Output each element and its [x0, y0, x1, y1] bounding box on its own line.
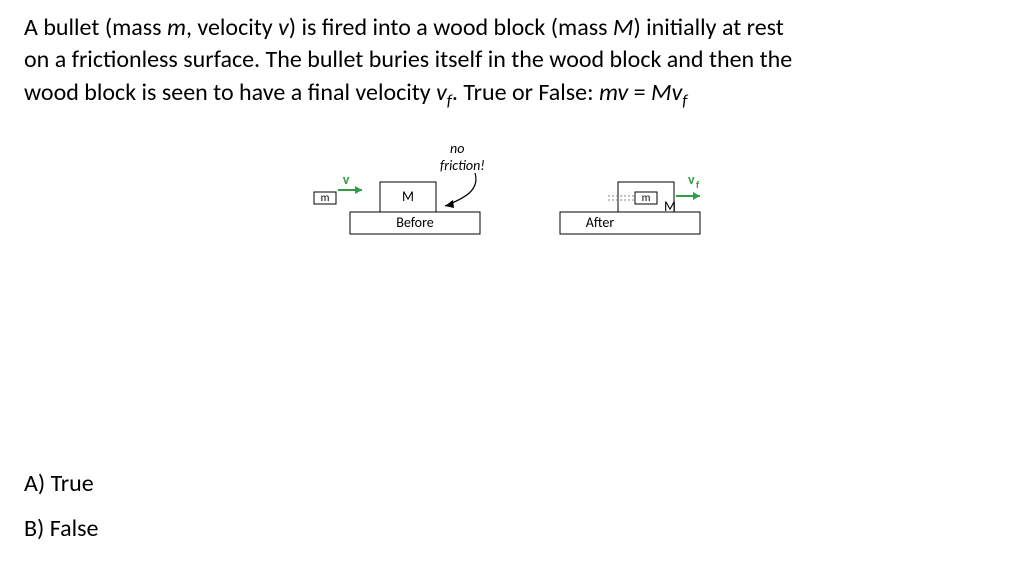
- question-part: . True or False:: [452, 78, 599, 107]
- answer-choices: A) True B) False: [24, 461, 98, 552]
- question-text: A bullet (mass m, velocity v) is fired i…: [24, 12, 1000, 112]
- v-arrow-head: [355, 186, 362, 194]
- before-label: Before: [396, 214, 434, 231]
- question-part: ) is fired into a wood block (mass: [289, 13, 613, 42]
- eq-vf: v: [672, 78, 683, 107]
- question-part: on a frictionless surface. The bullet bu…: [24, 45, 792, 74]
- before-block-label: M: [402, 188, 414, 205]
- after-block-label: M: [664, 198, 676, 215]
- question-part: A bullet (mass: [24, 13, 167, 42]
- var-M-cap: M: [613, 13, 634, 42]
- answer-a: A) True: [24, 461, 98, 507]
- eq-v: v: [618, 78, 629, 107]
- v-label: v: [343, 171, 350, 188]
- eq-m: m: [599, 78, 618, 107]
- no-friction-line2: friction!: [440, 157, 485, 174]
- after-label: After: [586, 214, 615, 231]
- vf-label-sub: f: [696, 178, 700, 191]
- question-part: , velocity: [186, 13, 278, 42]
- var-v: v: [278, 13, 289, 42]
- vf-label-main: v: [688, 171, 695, 188]
- answer-b: B) False: [24, 506, 98, 552]
- physics-diagram: Before M m v no friction! After M m v f: [300, 140, 740, 260]
- var-vf: v: [436, 78, 447, 107]
- eq-vf-sub: f: [682, 90, 687, 111]
- no-friction-pointer: [445, 173, 476, 206]
- eq-M: M: [651, 78, 672, 107]
- eq-eq: =: [628, 78, 651, 107]
- question-part: ) initially at rest: [633, 13, 783, 42]
- after-surface: [560, 212, 700, 234]
- no-friction-pointer-head: [445, 200, 454, 208]
- var-m: m: [167, 13, 186, 42]
- after-bullet-label: m: [642, 191, 651, 204]
- no-friction-line1: no: [450, 140, 464, 157]
- question-part: wood block is seen to have a final veloc…: [24, 78, 436, 107]
- vf-arrow-head: [693, 192, 700, 200]
- before-bullet-label: m: [321, 191, 330, 204]
